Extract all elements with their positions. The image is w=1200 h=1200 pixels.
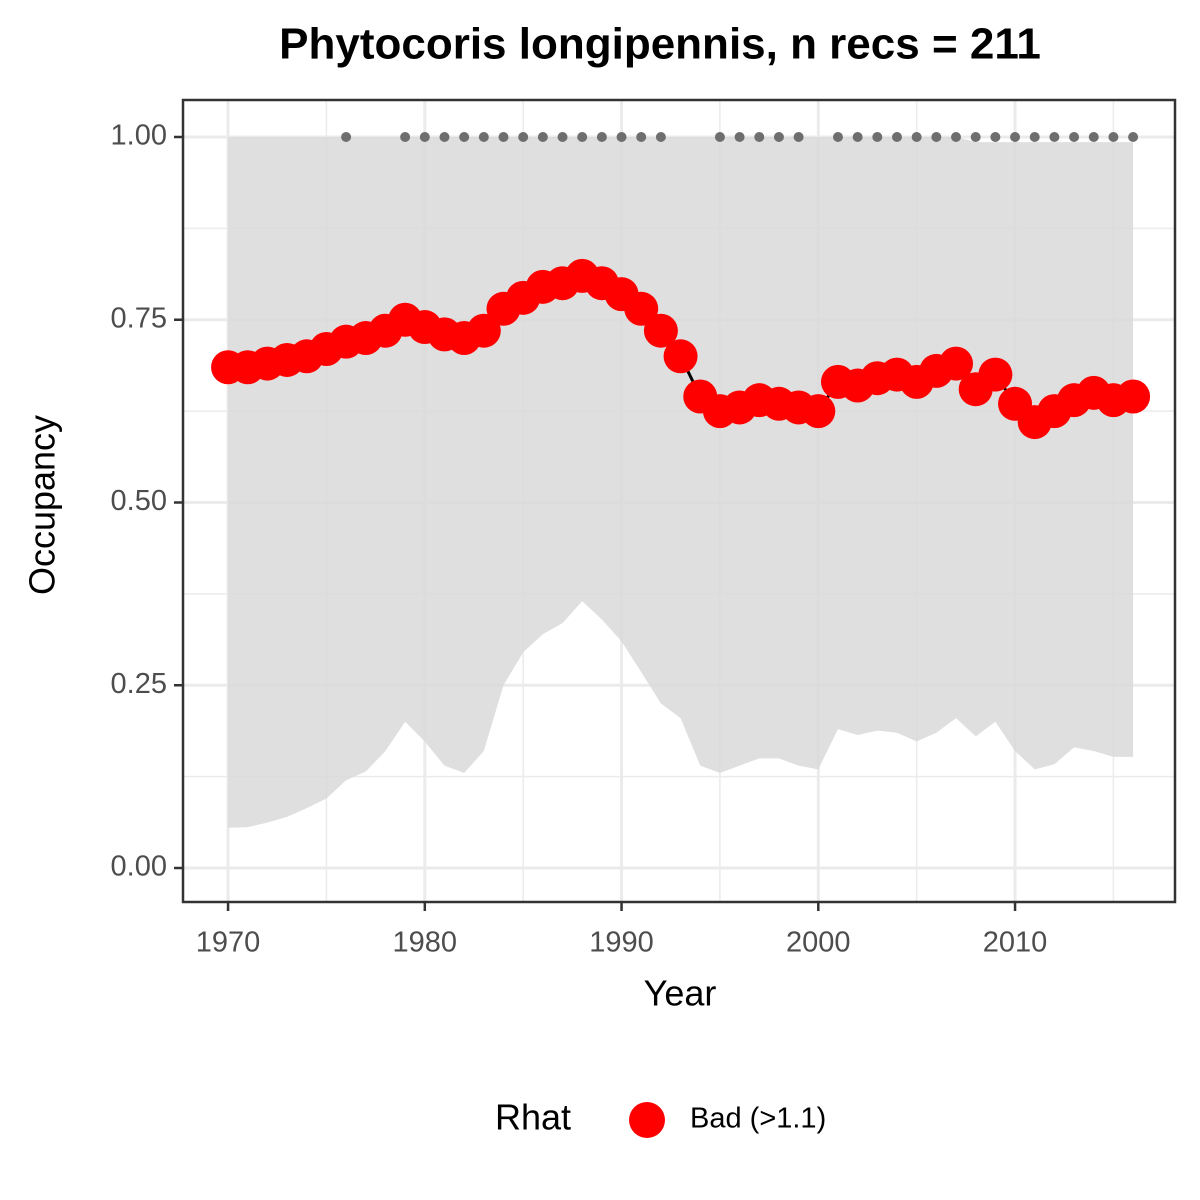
legend-label: Bad (>1.1) xyxy=(690,1103,826,1135)
record-point xyxy=(616,131,627,142)
record-point xyxy=(1010,131,1021,142)
record-point xyxy=(655,131,666,142)
y-tick-label: 1.00 xyxy=(111,120,167,152)
y-tick-label: 0.50 xyxy=(111,485,167,517)
record-point xyxy=(459,131,470,142)
record-point xyxy=(1029,131,1040,142)
record-point xyxy=(990,131,1001,142)
record-point xyxy=(557,131,568,142)
confidence-ribbon xyxy=(228,136,1134,828)
record-point xyxy=(754,131,765,142)
record-point xyxy=(341,131,352,142)
data-point xyxy=(663,339,698,374)
data-point xyxy=(466,313,501,348)
record-point xyxy=(970,131,981,142)
record-point xyxy=(577,131,588,142)
record-point xyxy=(891,131,902,142)
y-tick-label: 0.00 xyxy=(111,851,167,883)
data-point xyxy=(1116,379,1151,414)
record-point xyxy=(498,131,509,142)
record-point xyxy=(537,131,548,142)
record-point xyxy=(518,131,529,142)
record-point xyxy=(400,131,411,142)
record-point xyxy=(773,131,784,142)
record-point xyxy=(872,131,883,142)
x-tick-label: 2000 xyxy=(786,927,851,959)
y-tick-label: 0.75 xyxy=(111,302,167,334)
legend-swatch xyxy=(629,1102,665,1138)
record-point xyxy=(931,131,942,142)
record-point xyxy=(911,131,922,142)
record-point xyxy=(636,131,647,142)
record-point xyxy=(478,131,489,142)
x-axis-title: Year xyxy=(644,973,717,1014)
legend-title: Rhat xyxy=(495,1097,571,1138)
record-point xyxy=(1088,131,1099,142)
record-point xyxy=(1108,131,1119,142)
data-point xyxy=(624,291,659,326)
data-point xyxy=(978,357,1013,392)
x-tick-label: 1970 xyxy=(196,927,261,959)
record-point xyxy=(419,131,430,142)
data-point xyxy=(939,346,974,381)
record-point xyxy=(1049,131,1060,142)
record-point xyxy=(714,131,725,142)
record-point xyxy=(734,131,745,142)
record-point xyxy=(951,131,962,142)
record-point xyxy=(793,131,804,142)
x-tick-label: 1990 xyxy=(589,927,654,959)
data-point xyxy=(801,394,836,429)
panel-border xyxy=(181,98,1177,904)
record-point xyxy=(852,131,863,142)
chart-title: Phytocoris longipennis, n recs = 211 xyxy=(279,20,1041,69)
record-point xyxy=(439,131,450,142)
x-tick-label: 2010 xyxy=(983,927,1048,959)
record-point xyxy=(1128,131,1139,142)
record-point xyxy=(1069,131,1080,142)
y-tick-label: 0.25 xyxy=(111,668,167,700)
y-axis-title: Occupancy xyxy=(22,415,63,595)
x-tick-label: 1980 xyxy=(393,927,458,959)
record-point xyxy=(832,131,843,142)
record-point xyxy=(596,131,607,142)
data-point xyxy=(643,313,678,348)
